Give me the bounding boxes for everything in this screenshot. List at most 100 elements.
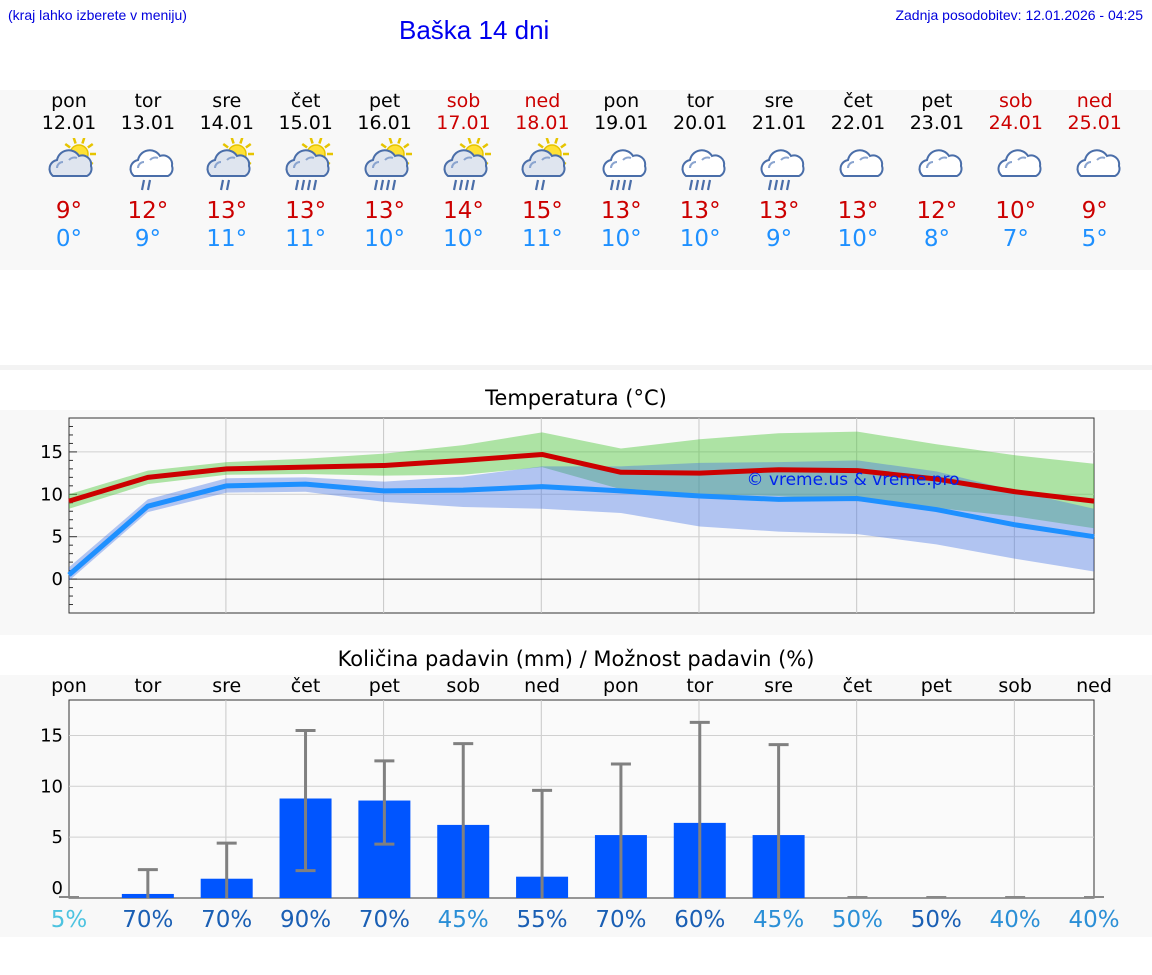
min-temp: 8° (923, 226, 950, 252)
min-temp-point (383, 490, 385, 492)
max-temp-band (69, 431, 1094, 529)
temperature-chart-title: Temperatura (°C) (485, 386, 667, 410)
min-temp-point (1014, 524, 1016, 526)
day-date: 20.01 (672, 112, 728, 134)
y-tick-label: 15 (40, 726, 63, 747)
last-update: Zadnja posodobitev: 12.01.2026 - 04:25 (895, 7, 1143, 23)
max-temp: 12° (916, 198, 958, 224)
day-date: 16.01 (357, 112, 412, 134)
x-category-label: čet (843, 675, 873, 697)
day-name: čet (843, 90, 873, 112)
y-tick-label: 5 (52, 527, 63, 548)
precip-probability: 45% (438, 907, 489, 933)
min-temp: 7° (1002, 226, 1029, 252)
max-temp-point (305, 466, 307, 468)
precip-probability: 70% (201, 907, 252, 933)
day-name: ned (1076, 90, 1113, 112)
day-name: pet (921, 90, 953, 112)
day-name: sob (999, 90, 1033, 112)
day-name: tor (686, 90, 714, 112)
day-date: 14.01 (199, 112, 254, 134)
precip-probability: 40% (990, 907, 1041, 933)
min-temp: 11° (285, 226, 327, 252)
day-date: 23.01 (909, 112, 965, 134)
day-column: čet 15.01 13° 11° (266, 90, 346, 260)
x-category-label: pet (369, 675, 400, 697)
day-name: pet (368, 90, 401, 112)
min-temp: 5° (1081, 226, 1108, 252)
day-column: pon 12.01 9° 0° (29, 90, 109, 260)
precip-probability: 55% (517, 907, 568, 933)
day-column: pet 16.01 13° 10° (345, 90, 425, 260)
precip-probability: 70% (359, 907, 410, 933)
max-temp-point (68, 500, 70, 502)
precip-probability: 50% (911, 907, 962, 933)
watermark: © vreme.us & vreme.pro (746, 470, 959, 490)
day-name: pon (603, 90, 640, 112)
min-temp-point (1093, 536, 1095, 538)
x-category-label: pon (51, 675, 87, 697)
min-temp-point (856, 498, 858, 500)
precipitation-chart-title: Količina padavin (mm) / Možnost padavin … (337, 647, 815, 671)
day-name: tor (134, 90, 162, 112)
day-date: 12.01 (41, 112, 97, 134)
plot-area (68, 417, 1095, 614)
day-date: 21.01 (751, 112, 807, 134)
precip-probability: 60% (674, 907, 725, 933)
day-name: sob (446, 90, 481, 112)
temperature-chart: 0 5 10 15 © vreme.us & vreme.pro (0, 410, 1152, 635)
x-category-label: tor (686, 675, 713, 697)
page-title: Baška 14 dni (399, 15, 550, 45)
y-tick-label: 0 (52, 878, 63, 899)
x-category-label: pet (921, 675, 952, 697)
max-temp-point (541, 453, 543, 455)
max-temp: 13° (364, 198, 405, 224)
precip-probability: 90% (280, 907, 331, 933)
max-temp-point (856, 470, 858, 472)
y-tick-label: 15 (40, 442, 63, 463)
max-temp: 13° (206, 198, 248, 224)
x-category-label: ned (524, 675, 560, 697)
max-temp-line (68, 451, 1095, 504)
max-temp: 13° (758, 198, 800, 224)
max-temp-point (935, 478, 937, 480)
min-temp: 0° (55, 226, 83, 252)
x-category-label: sre (764, 675, 793, 697)
day-column: ned 25.01 9° 5° (1055, 90, 1135, 260)
day-column: pet 23.01 12° 8° (897, 90, 977, 260)
max-temp-point (1014, 491, 1016, 493)
max-temp-point (226, 468, 228, 470)
day-date: 13.01 (120, 112, 176, 134)
min-temp-point (620, 490, 622, 492)
plot-area (68, 699, 1095, 899)
precip-probability: 5% (51, 907, 88, 933)
day-name: sre (212, 90, 242, 112)
min-temp-line (67, 481, 1095, 577)
day-date: 24.01 (988, 112, 1043, 134)
max-temp: 9° (1081, 198, 1108, 224)
min-temp-point (541, 486, 543, 488)
min-temp: 10° (364, 226, 405, 252)
x-category-label: ned (1076, 675, 1112, 697)
menu-hint: (kraj lahko izberete v meniju) (8, 7, 187, 23)
max-temp-point (1093, 500, 1095, 502)
y-tick-label: 10 (40, 484, 63, 505)
min-temp-point (462, 489, 464, 491)
max-temp-point (620, 471, 622, 473)
max-temp: 13° (285, 198, 327, 224)
min-temp: 10° (600, 226, 642, 252)
x-category-label: sob (446, 675, 480, 697)
min-temp-point (147, 505, 149, 507)
precip-probability: 70% (595, 907, 646, 933)
min-temp-point (778, 498, 780, 500)
min-temp-point (699, 495, 701, 497)
day-date: 22.01 (830, 112, 886, 134)
max-temp-point (147, 476, 149, 478)
max-temp: 13° (600, 198, 642, 224)
day-column: ned 18.01 15° 11° (502, 90, 582, 260)
day-name: ned (524, 90, 561, 112)
min-temp: 9° (134, 226, 161, 252)
day-name: čet (290, 90, 321, 112)
min-temp: 10° (443, 226, 484, 252)
max-temp: 9° (55, 198, 83, 224)
